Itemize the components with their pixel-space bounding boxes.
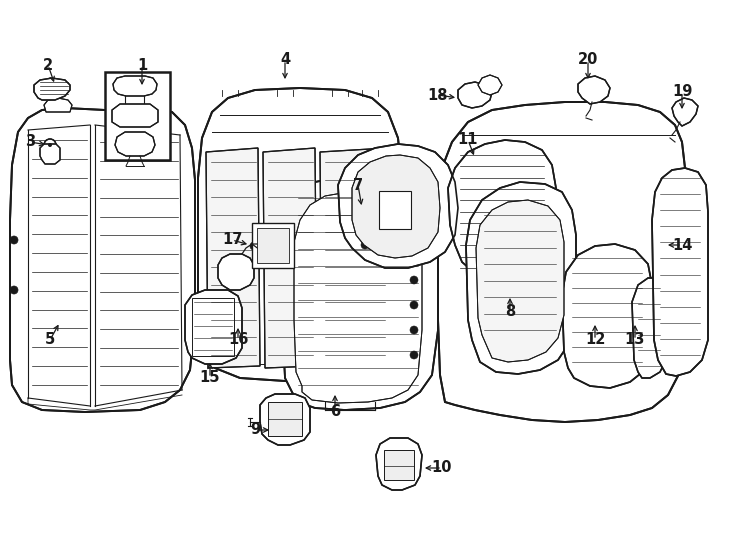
Text: 8: 8 <box>505 305 515 320</box>
Circle shape <box>10 236 18 244</box>
Bar <box>252 223 294 268</box>
Text: 7: 7 <box>353 178 363 192</box>
Text: 13: 13 <box>625 333 645 348</box>
Polygon shape <box>198 88 402 382</box>
Polygon shape <box>40 144 60 164</box>
Circle shape <box>361 226 369 234</box>
Circle shape <box>250 242 258 250</box>
Text: 19: 19 <box>672 84 692 99</box>
Text: 12: 12 <box>585 333 606 348</box>
Bar <box>379 191 411 229</box>
Polygon shape <box>282 175 438 410</box>
Circle shape <box>234 270 238 274</box>
Polygon shape <box>478 75 502 95</box>
Polygon shape <box>376 438 422 490</box>
Polygon shape <box>320 148 389 368</box>
Polygon shape <box>112 104 158 127</box>
Circle shape <box>48 143 52 147</box>
Polygon shape <box>44 98 72 112</box>
Text: 18: 18 <box>428 87 448 103</box>
Text: 17: 17 <box>222 233 242 247</box>
Polygon shape <box>218 254 254 290</box>
Polygon shape <box>438 102 685 422</box>
Bar <box>268 402 302 436</box>
Circle shape <box>410 276 418 284</box>
Polygon shape <box>260 394 310 445</box>
Circle shape <box>410 301 418 309</box>
Text: 2: 2 <box>43 57 53 72</box>
Text: 11: 11 <box>458 132 479 147</box>
Polygon shape <box>652 168 708 376</box>
Text: 3: 3 <box>25 134 35 150</box>
Bar <box>384 450 414 480</box>
Circle shape <box>361 196 369 204</box>
Bar <box>192 298 234 356</box>
Circle shape <box>361 241 369 249</box>
Text: 6: 6 <box>330 404 340 420</box>
Bar <box>105 72 170 160</box>
Polygon shape <box>10 108 195 412</box>
Text: 15: 15 <box>200 370 220 386</box>
Polygon shape <box>113 76 157 96</box>
Polygon shape <box>124 98 152 112</box>
Circle shape <box>44 139 56 151</box>
Polygon shape <box>476 200 564 362</box>
Circle shape <box>410 326 418 334</box>
Polygon shape <box>34 78 70 100</box>
Polygon shape <box>448 140 556 282</box>
Bar <box>257 228 289 263</box>
Polygon shape <box>672 98 698 126</box>
Polygon shape <box>466 182 576 374</box>
Text: 4: 4 <box>280 52 290 68</box>
Text: 10: 10 <box>432 461 452 476</box>
Polygon shape <box>115 132 155 156</box>
Polygon shape <box>562 244 652 388</box>
Polygon shape <box>352 155 440 258</box>
Text: 1: 1 <box>137 57 147 72</box>
Circle shape <box>10 286 18 294</box>
Polygon shape <box>263 148 317 368</box>
Text: 5: 5 <box>45 333 55 348</box>
Polygon shape <box>206 148 260 368</box>
Text: 16: 16 <box>228 333 248 348</box>
Polygon shape <box>578 76 610 104</box>
Polygon shape <box>185 290 242 364</box>
Text: 14: 14 <box>672 238 692 253</box>
Text: 20: 20 <box>578 52 598 68</box>
Circle shape <box>410 351 418 359</box>
Polygon shape <box>458 82 492 108</box>
Polygon shape <box>294 192 422 403</box>
Text: 9: 9 <box>250 422 260 437</box>
Circle shape <box>361 211 369 219</box>
Polygon shape <box>338 144 458 268</box>
Polygon shape <box>632 278 668 378</box>
